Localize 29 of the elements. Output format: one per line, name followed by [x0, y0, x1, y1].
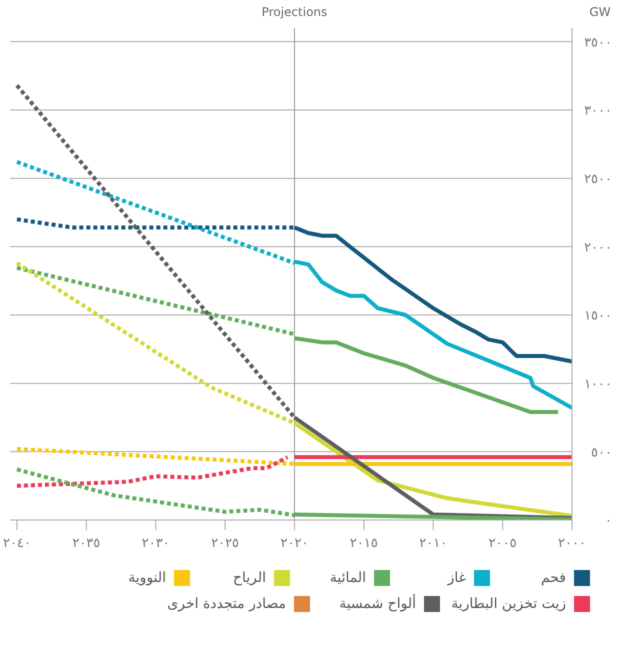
- x-tick-label: ٢٠١٠: [419, 536, 448, 552]
- y-tick-label: ٠: [605, 514, 612, 529]
- legend-label: ألواح شمسية: [339, 596, 416, 612]
- line-series: [14, 455, 290, 488]
- y-tick-label: ٣٠٠٠: [584, 104, 612, 119]
- legend-label: فحم: [540, 570, 566, 586]
- x-tick-label: ٢٠١٥: [350, 536, 378, 552]
- legend-label: النووية: [128, 570, 166, 586]
- y-tick-label: ١٠٠٠: [584, 376, 612, 392]
- x-tick-label: ٢٠٣٥: [72, 536, 100, 552]
- x-tick-label: ٢٠٢٥: [211, 536, 240, 552]
- y-tick-label: ٥٠٠: [591, 445, 612, 460]
- x-tick-label: ٢٠٢٠: [280, 536, 308, 552]
- line-series: [292, 336, 560, 414]
- x-tick-label: ٢٠٠٥: [488, 536, 517, 552]
- y-tick-label: ١٥٠٠: [584, 308, 612, 324]
- legend-label: غاز: [448, 570, 466, 586]
- y-tick-label: ٢٠٠٠: [584, 240, 612, 256]
- legend-label: الرياح: [232, 570, 266, 586]
- legend-label: المائية: [330, 570, 366, 586]
- y-tick-label: ٢٥٠٠: [584, 172, 612, 187]
- y-tick-label: ٣٥٠٠: [584, 35, 612, 50]
- x-tick-label: ٢٠٠٠: [558, 536, 586, 552]
- ref-line-label: Projections: [262, 5, 328, 19]
- y-axis-title: GW: [589, 5, 611, 19]
- x-tick-label: ٢٠٣٠: [142, 536, 170, 552]
- legend-label: زيت تخزين البطارية: [451, 596, 566, 612]
- x-tick-label: ٢٠٤٠: [2, 536, 31, 552]
- legend-label: مصادر متجددة اخرى: [167, 596, 286, 612]
